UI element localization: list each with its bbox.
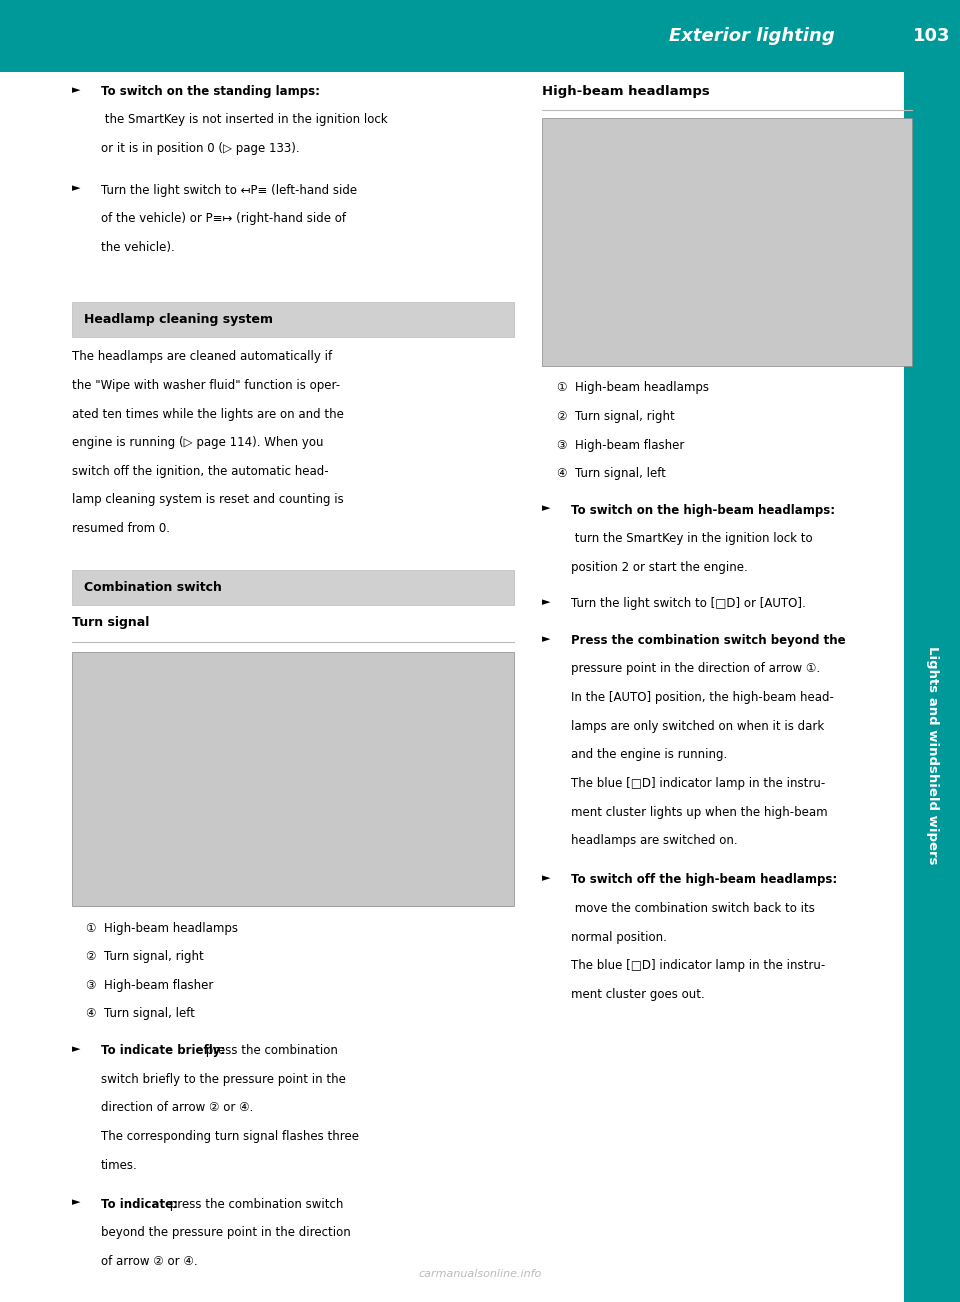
Text: ③  High-beam flasher: ③ High-beam flasher [557,439,684,452]
Text: The headlamps are cleaned automatically if: The headlamps are cleaned automatically … [72,350,332,363]
Text: press the combination: press the combination [202,1044,338,1057]
FancyBboxPatch shape [904,72,960,1302]
Text: Headlamp cleaning system: Headlamp cleaning system [84,314,273,326]
Text: engine is running (▷ page 114). When you: engine is running (▷ page 114). When you [72,436,324,449]
Text: press the combination switch: press the combination switch [166,1198,344,1211]
Text: the "Wipe with washer fluid" function is oper-: the "Wipe with washer fluid" function is… [72,379,340,392]
Text: ►: ► [72,1044,81,1053]
Text: Turn signal: Turn signal [72,616,150,629]
Text: Turn the light switch to [□D] or [AUTO].: Turn the light switch to [□D] or [AUTO]. [571,598,806,611]
Text: headlamps are switched on.: headlamps are switched on. [571,835,738,848]
Text: ment cluster lights up when the high-beam: ment cluster lights up when the high-bea… [571,806,828,819]
Text: The blue [□D] indicator lamp in the instru-: The blue [□D] indicator lamp in the inst… [571,960,826,973]
Text: ②  Turn signal, right: ② Turn signal, right [557,410,675,423]
Text: carmanualsonline.info: carmanualsonline.info [419,1268,541,1279]
Text: In the [AUTO] position, the high-beam head-: In the [AUTO] position, the high-beam he… [571,691,834,704]
Text: beyond the pressure point in the direction: beyond the pressure point in the directi… [101,1226,350,1240]
Text: resumed from 0.: resumed from 0. [72,522,170,535]
Text: normal position.: normal position. [571,931,667,944]
Text: ④  Turn signal, left: ④ Turn signal, left [86,1008,195,1021]
Text: ►: ► [542,504,551,513]
Text: The corresponding turn signal flashes three: The corresponding turn signal flashes th… [101,1130,359,1143]
Text: ①  High-beam headlamps: ① High-beam headlamps [86,922,238,935]
Text: direction of arrow ② or ④.: direction of arrow ② or ④. [101,1101,253,1115]
Text: ►: ► [72,85,81,95]
Text: To switch on the high-beam headlamps:: To switch on the high-beam headlamps: [571,504,835,517]
Text: move the combination switch back to its: move the combination switch back to its [571,902,815,915]
FancyBboxPatch shape [72,652,514,906]
Text: ①  High-beam headlamps: ① High-beam headlamps [557,381,708,395]
Text: and the engine is running.: and the engine is running. [571,749,728,762]
Text: the vehicle).: the vehicle). [101,241,175,254]
Text: position 2 or start the engine.: position 2 or start the engine. [571,561,748,574]
Text: Exterior lighting: Exterior lighting [669,27,835,44]
FancyBboxPatch shape [904,0,960,72]
Text: of the vehicle) or P≡↦ (right-hand side of: of the vehicle) or P≡↦ (right-hand side … [101,212,346,225]
FancyBboxPatch shape [542,118,912,366]
Text: Lights and windshield wipers: Lights and windshield wipers [925,646,939,865]
Text: ►: ► [72,184,81,194]
Text: of arrow ② or ④.: of arrow ② or ④. [101,1255,198,1268]
Text: Combination switch: Combination switch [84,582,222,594]
Text: To switch on the standing lamps:: To switch on the standing lamps: [101,85,320,98]
FancyBboxPatch shape [0,0,904,72]
Text: ►: ► [542,874,551,883]
Text: ment cluster goes out.: ment cluster goes out. [571,988,705,1001]
Text: pressure point in the direction of arrow ①.: pressure point in the direction of arrow… [571,663,821,676]
Text: To indicate briefly:: To indicate briefly: [101,1044,225,1057]
Text: ►: ► [542,634,551,643]
FancyBboxPatch shape [72,570,514,605]
Text: High-beam headlamps: High-beam headlamps [542,85,710,98]
Text: ated ten times while the lights are on and the: ated ten times while the lights are on a… [72,408,344,421]
Text: 103: 103 [913,27,951,44]
Text: Press the combination switch beyond the: Press the combination switch beyond the [571,634,846,647]
Text: To indicate:: To indicate: [101,1198,178,1211]
Text: ④  Turn signal, left: ④ Turn signal, left [557,467,665,480]
Text: ►: ► [72,1198,81,1207]
Text: switch off the ignition, the automatic head-: switch off the ignition, the automatic h… [72,465,328,478]
Text: or it is in position 0 (▷ page 133).: or it is in position 0 (▷ page 133). [101,142,300,155]
Text: switch briefly to the pressure point in the: switch briefly to the pressure point in … [101,1073,346,1086]
Text: ►: ► [542,598,551,607]
Text: turn the SmartKey in the ignition lock to: turn the SmartKey in the ignition lock t… [571,533,813,546]
Text: lamp cleaning system is reset and counting is: lamp cleaning system is reset and counti… [72,493,344,506]
Text: Turn the light switch to ↤P≡ (left-hand side: Turn the light switch to ↤P≡ (left-hand … [101,184,357,197]
Text: ②  Turn signal, right: ② Turn signal, right [86,950,204,963]
Text: ③  High-beam flasher: ③ High-beam flasher [86,979,214,992]
Text: times.: times. [101,1159,137,1172]
Text: The blue [□D] indicator lamp in the instru-: The blue [□D] indicator lamp in the inst… [571,777,826,790]
Text: the SmartKey is not inserted in the ignition lock: the SmartKey is not inserted in the igni… [101,113,388,126]
Text: lamps are only switched on when it is dark: lamps are only switched on when it is da… [571,720,825,733]
FancyBboxPatch shape [72,302,514,337]
Text: To switch off the high-beam headlamps:: To switch off the high-beam headlamps: [571,874,837,887]
